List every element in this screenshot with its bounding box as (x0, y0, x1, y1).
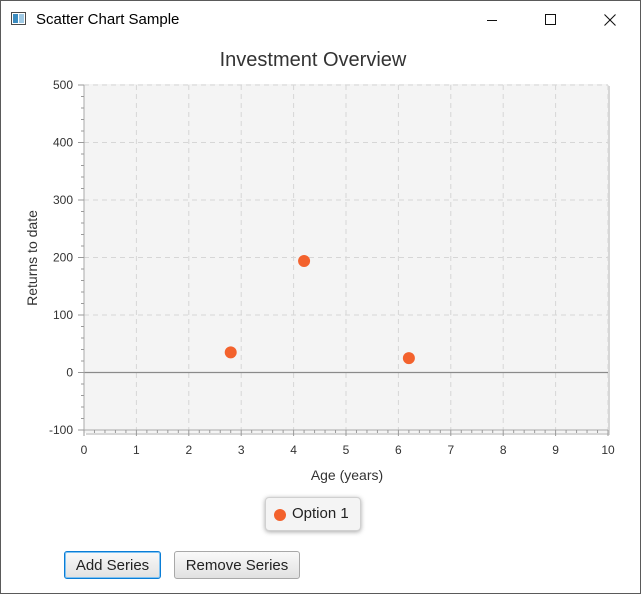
legend-marker (274, 509, 286, 521)
x-axis-label: Age (years) (311, 467, 383, 483)
x-tick-label: 7 (447, 443, 454, 457)
data-point (224, 346, 237, 359)
x-tick-label: 2 (185, 443, 192, 457)
x-tick-label: 8 (500, 443, 507, 457)
add-series-button[interactable]: Add Series (64, 551, 161, 579)
y-tick-label: 0 (66, 366, 73, 380)
close-icon (604, 13, 616, 26)
legend-label: Option 1 (292, 505, 349, 522)
data-point (298, 254, 311, 267)
x-tick-label: 0 (81, 443, 88, 457)
y-tick-label: 100 (53, 308, 73, 322)
data-points (224, 254, 415, 365)
y-tick-label: -100 (49, 423, 73, 437)
chart-title: Investment Overview (220, 49, 407, 71)
axes: 0 1 2 3 4 5 6 7 8 9 10 -100 0 100 200 300 400 500 (49, 78, 615, 457)
close-button[interactable] (587, 1, 633, 38)
y-axis-label: Returns to date (24, 210, 40, 306)
y-tick-label: 300 (53, 193, 73, 207)
x-tick-label: 3 (238, 443, 245, 457)
title-bar[interactable]: Scatter Chart Sample (1, 1, 640, 38)
minimize-button[interactable] (469, 1, 515, 38)
maximize-icon (545, 13, 556, 25)
chart-legend: Option 1 (265, 497, 361, 531)
x-tick-label: 10 (601, 443, 615, 457)
x-tick-label: 5 (343, 443, 350, 457)
remove-series-button[interactable]: Remove Series (174, 551, 300, 579)
y-tick-label: 200 (53, 251, 73, 265)
y-tick-label: 400 (53, 136, 73, 150)
data-point (402, 352, 415, 365)
scatter-chart: Investment Overview 0 1 2 3 4 5 6 7 8 9 10 -100 0 100… (24, 49, 615, 483)
x-tick-label: 4 (290, 443, 297, 457)
x-tick-label: 1 (133, 443, 140, 457)
window-title: Scatter Chart Sample (36, 11, 180, 28)
y-tick-label: 500 (53, 78, 73, 92)
app-icon (11, 12, 26, 25)
x-tick-label: 9 (552, 443, 559, 457)
x-tick-label: 6 (395, 443, 402, 457)
minimize-icon (487, 19, 497, 21)
maximize-button[interactable] (528, 1, 574, 38)
